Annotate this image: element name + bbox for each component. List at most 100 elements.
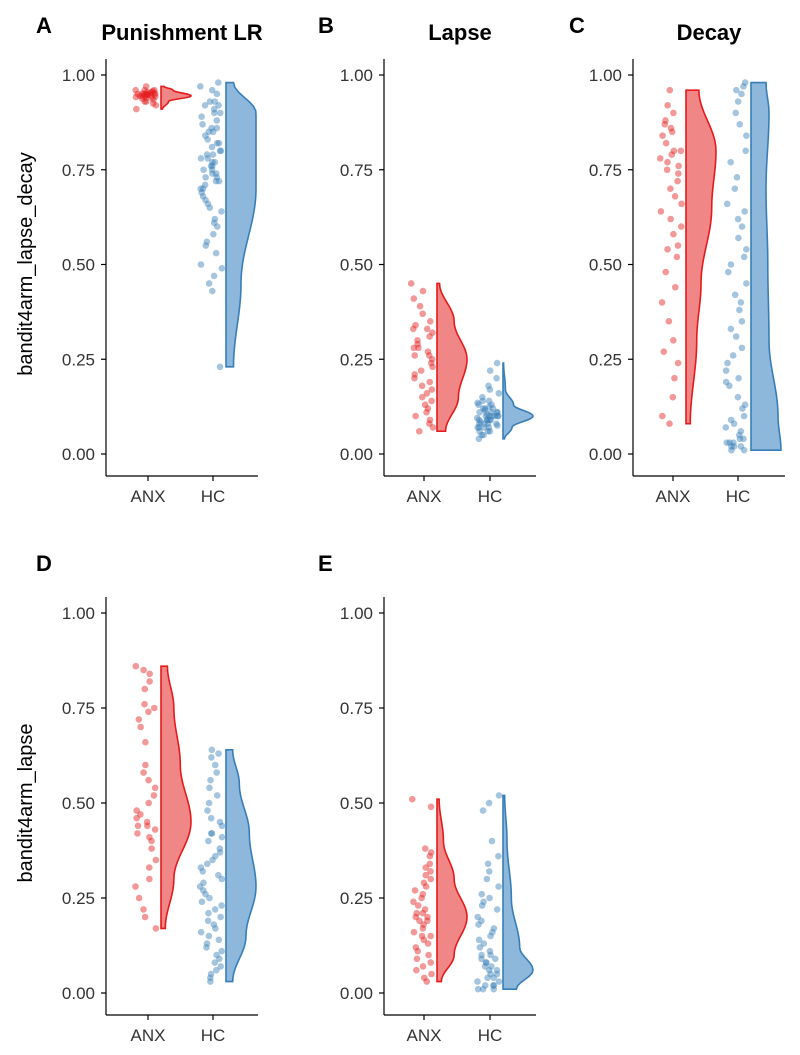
point-anx [141, 98, 148, 105]
point-anx [419, 963, 427, 970]
point-anx [409, 325, 417, 333]
point-anx [149, 87, 157, 95]
point-anx [420, 974, 428, 982]
point-hc [207, 814, 215, 822]
point-anx [145, 799, 152, 807]
point-anx [422, 883, 430, 890]
point-anx [662, 268, 670, 276]
point-hc [197, 928, 205, 936]
y-tick-label: 0.50 [340, 256, 373, 275]
point-anx [410, 344, 418, 352]
point-hc [216, 845, 224, 852]
point-hc [474, 913, 482, 921]
panel-letter: C [569, 13, 585, 38]
point-anx [150, 792, 158, 799]
point-hc [207, 162, 215, 170]
violin-anx [160, 85, 192, 110]
point-hc [211, 98, 219, 105]
point-hc [206, 784, 213, 792]
y-tick-label: 0.00 [340, 445, 373, 464]
point-hc [479, 405, 487, 412]
panel-letter: E [318, 551, 333, 576]
point-hc [210, 230, 217, 238]
point-anx [427, 959, 435, 966]
point-hc [480, 940, 488, 947]
point-hc [199, 868, 207, 875]
y-tick-label: 0.00 [589, 445, 622, 464]
y-tick-label: 0.50 [340, 794, 373, 813]
point-anx [136, 92, 144, 100]
point-anx [419, 310, 426, 318]
point-anx [421, 401, 429, 409]
violin-hc [750, 81, 782, 452]
x-tick-label: HC [726, 487, 751, 506]
point-hc [738, 344, 746, 352]
point-anx [407, 280, 415, 287]
violin-hc [225, 749, 257, 983]
point-anx [662, 139, 670, 147]
point-hc [489, 412, 496, 420]
point-hc [483, 410, 491, 418]
point-hc [206, 894, 213, 902]
point-hc [213, 951, 220, 959]
point-hc [727, 325, 735, 333]
point-hc [480, 424, 488, 431]
point-anx [413, 966, 420, 974]
y-tick-label: 0.00 [62, 445, 95, 464]
point-hc [485, 424, 493, 431]
point-hc [484, 416, 491, 424]
point-hc [486, 416, 494, 424]
point-anx [412, 913, 420, 921]
panel-e: E 0.00 0.25 0.50 0.75 1.00 ANX HC [318, 551, 536, 1045]
point-hc [212, 249, 220, 257]
point-anx [427, 803, 435, 811]
point-anx [138, 90, 146, 97]
point-anx [670, 337, 677, 344]
point-anx [428, 970, 435, 978]
panel-letter: A [36, 13, 52, 38]
point-anx [151, 826, 159, 833]
point-hc [484, 420, 492, 427]
point-anx [667, 185, 674, 192]
x-tick-label: ANX [656, 487, 691, 506]
point-anx [410, 898, 417, 906]
point-anx [424, 913, 431, 921]
point-hc [206, 974, 214, 982]
point-anx [665, 318, 673, 325]
point-hc [740, 446, 748, 454]
point-hc [218, 208, 225, 215]
point-hc [475, 921, 482, 928]
point-hc [481, 963, 489, 970]
point-hc [485, 966, 493, 974]
point-hc [197, 155, 205, 162]
point-hc [736, 120, 744, 128]
point-hc [211, 906, 219, 913]
x-tick-label: ANX [131, 487, 166, 506]
x-tick-label: ANX [407, 487, 442, 506]
violin-hc [502, 794, 534, 990]
point-hc [732, 333, 740, 340]
point-hc [216, 849, 224, 856]
point-anx [134, 90, 141, 98]
point-hc [203, 940, 211, 947]
point-hc [206, 204, 214, 211]
point-hc [736, 435, 744, 443]
violin-hc [502, 362, 534, 440]
y-tick-label: 0.75 [340, 699, 373, 718]
point-anx [429, 329, 436, 337]
point-hc [478, 955, 485, 963]
point-hc [214, 79, 222, 86]
point-hc [484, 427, 492, 435]
point-hc [213, 966, 220, 974]
point-anx [141, 86, 148, 94]
violin-anx [436, 798, 468, 983]
point-anx [140, 769, 147, 776]
point-hc [730, 439, 737, 446]
point-anx [142, 83, 150, 90]
point-anx [674, 242, 682, 249]
point-hc [476, 409, 483, 416]
point-hc [489, 928, 496, 936]
y-tick-label: 0.25 [340, 889, 373, 908]
point-hc [473, 414, 481, 422]
